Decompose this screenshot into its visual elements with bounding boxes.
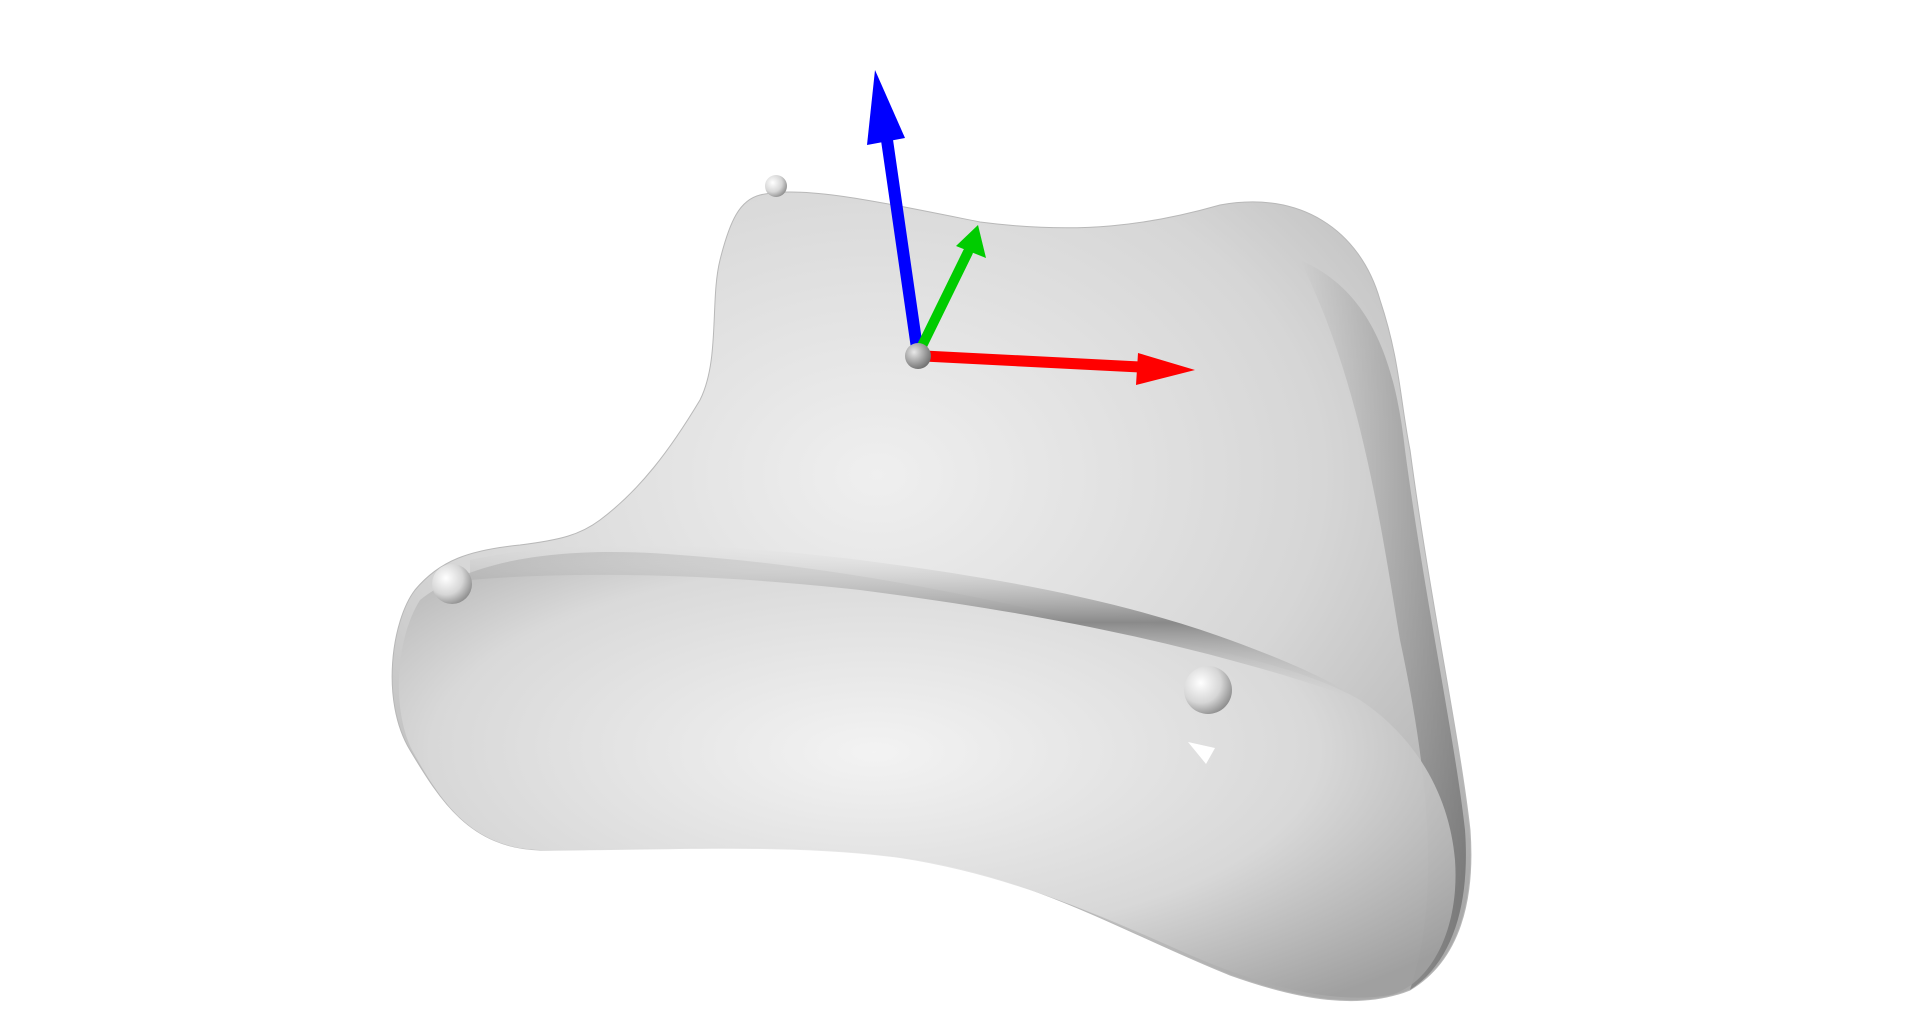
- mesh-specular: [1188, 742, 1215, 764]
- z-axis-shaft: [881, 134, 924, 361]
- z-axis-head: [867, 70, 905, 145]
- x-axis-head: [1136, 353, 1195, 385]
- y-axis-arrow[interactable]: [915, 225, 986, 355]
- y-axis-head: [956, 225, 986, 258]
- y-axis-shaft: [915, 247, 973, 355]
- landmark-sphere[interactable]: [1184, 666, 1232, 714]
- landmark-sphere[interactable]: [765, 175, 787, 197]
- transform-gizmo[interactable]: [867, 70, 1195, 385]
- z-axis-arrow[interactable]: [867, 70, 924, 361]
- x-axis-shaft: [918, 350, 1146, 373]
- landmarks: [432, 175, 1232, 714]
- mesh-lower-roll: [398, 552, 1456, 998]
- mesh-surface[interactable]: [391, 191, 1472, 1002]
- mesh-crease: [470, 545, 1360, 700]
- gizmo-origin[interactable]: [905, 343, 931, 369]
- x-axis-arrow[interactable]: [918, 350, 1195, 385]
- landmark-sphere[interactable]: [432, 564, 472, 604]
